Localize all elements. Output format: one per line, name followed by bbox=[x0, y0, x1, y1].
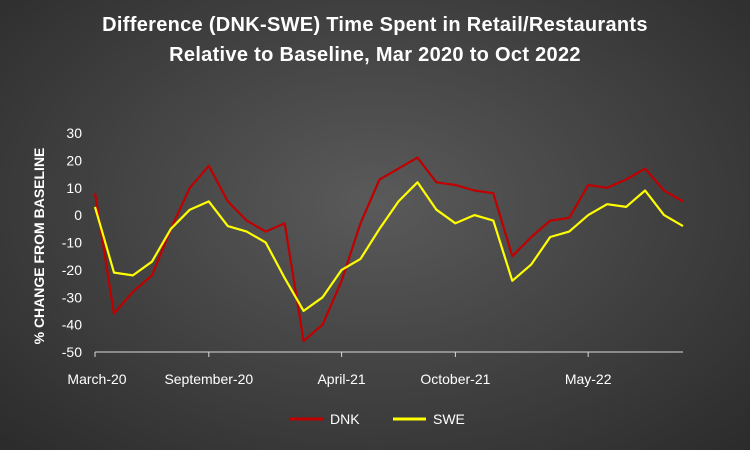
y-tick-label: 10 bbox=[66, 180, 82, 196]
x-tick-label: April-21 bbox=[317, 371, 365, 387]
x-axis-tick-labels: March-20 September-20 April-21 October-21 Ma… bbox=[67, 352, 612, 387]
y-tick-label: -50 bbox=[62, 344, 82, 360]
y-tick-label: -30 bbox=[62, 289, 82, 305]
y-tick-label: 30 bbox=[66, 125, 82, 141]
y-axis-tick-labels: 30 20 10 0 -10 -20 -30 -40 -50 bbox=[62, 125, 82, 360]
chart-legend: DNK SWE bbox=[290, 411, 465, 427]
series-line-swe bbox=[93, 181, 684, 312]
series-line-dnk bbox=[93, 156, 684, 343]
x-tick-label: September-20 bbox=[164, 371, 253, 387]
series-lines bbox=[93, 156, 684, 343]
chart-title: Difference (DNK-SWE) Time Spent in Retai… bbox=[102, 14, 648, 66]
x-tick-label: October-21 bbox=[420, 371, 490, 387]
y-tick-label: -10 bbox=[62, 235, 82, 251]
y-tick-label: -40 bbox=[62, 317, 82, 333]
legend-dnk-label: DNK bbox=[330, 411, 360, 427]
x-tick-label: May-22 bbox=[565, 371, 612, 387]
y-axis-title: % CHANGE FROM BASELINE bbox=[31, 148, 47, 345]
x-tick-label: March-20 bbox=[67, 371, 126, 387]
y-tick-label: 0 bbox=[74, 207, 82, 223]
legend-swe-label: SWE bbox=[433, 411, 465, 427]
y-tick-label: 20 bbox=[66, 152, 82, 168]
y-tick-label: -20 bbox=[62, 262, 82, 278]
